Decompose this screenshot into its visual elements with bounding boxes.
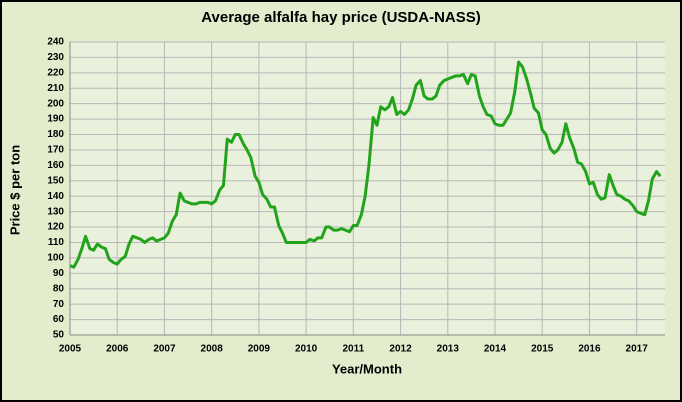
y-tick-label: 80 — [53, 283, 65, 294]
y-tick-label: 120 — [47, 222, 64, 233]
x-tick-label: 2008 — [201, 344, 224, 355]
y-tick-label: 100 — [47, 253, 64, 264]
chart-title: Average alfalfa hay price (USDA-NASS) — [201, 9, 481, 26]
x-tick-label: 2011 — [342, 344, 364, 355]
x-tick-label: 2017 — [626, 344, 649, 355]
y-axis-title: Price $ per ton — [7, 145, 22, 235]
x-tick-label: 2015 — [531, 344, 554, 355]
y-tick-label: 230 — [47, 52, 64, 63]
x-tick-label: 2007 — [153, 344, 176, 355]
x-tick-label: 2006 — [106, 344, 129, 355]
y-tick-label: 50 — [53, 330, 65, 341]
y-tick-label: 160 — [47, 160, 64, 171]
y-tick-label: 200 — [47, 98, 64, 109]
y-tick-label: 60 — [53, 314, 65, 325]
y-tick-label: 140 — [47, 191, 64, 202]
y-tick-label: 220 — [47, 67, 64, 78]
y-tick-label: 210 — [47, 83, 64, 94]
y-tick-label: 150 — [47, 175, 64, 186]
x-tick-label: 2010 — [295, 344, 318, 355]
data-line — [69, 60, 662, 269]
y-tick-label: 70 — [53, 299, 65, 310]
y-tick-label: 170 — [47, 145, 64, 156]
x-tick-label: 2014 — [484, 344, 507, 355]
x-tick-label: 2012 — [389, 344, 412, 355]
y-tick-label: 180 — [47, 129, 64, 140]
y-tick-label: 190 — [47, 114, 64, 125]
y-tick-label: 110 — [48, 237, 65, 248]
x-tick-label: 2009 — [248, 344, 271, 355]
x-tick-label: 2016 — [578, 344, 601, 355]
y-tick-label: 90 — [53, 268, 65, 279]
x-tick-label: 2013 — [437, 344, 460, 355]
y-tick-label: 240 — [47, 37, 64, 48]
x-tick-label: 2005 — [59, 344, 82, 355]
x-axis-title: Year/Month — [332, 361, 402, 376]
y-tick-label: 130 — [47, 206, 64, 217]
